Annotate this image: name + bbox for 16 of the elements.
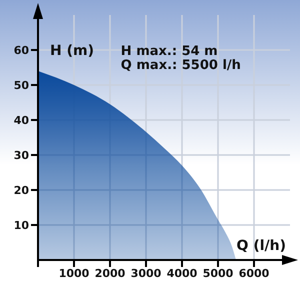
x-tick-label: 5000 — [202, 266, 234, 280]
x-tick-label: 3000 — [130, 266, 162, 280]
y-tick-label: 10 — [14, 218, 30, 232]
y-tick-label: 60 — [14, 44, 30, 57]
y-tick-label: 50 — [14, 78, 30, 92]
x-tick-label: 2000 — [94, 266, 126, 280]
x-tick-label: 4000 — [166, 266, 198, 280]
y-tick-label: 30 — [14, 148, 30, 162]
annotation: H max.: 54 m — [120, 44, 218, 59]
x-tick-label: 6000 — [238, 266, 270, 280]
y-tick-label: 20 — [14, 184, 30, 197]
annotation: Q max.: 5500 l/h — [120, 58, 241, 73]
x-axis-title: Q (l/h) — [236, 238, 286, 254]
y-tick-label: 40 — [14, 114, 30, 127]
y-axis-title: H (m) — [50, 43, 94, 59]
x-tick-label: 1000 — [58, 266, 90, 280]
